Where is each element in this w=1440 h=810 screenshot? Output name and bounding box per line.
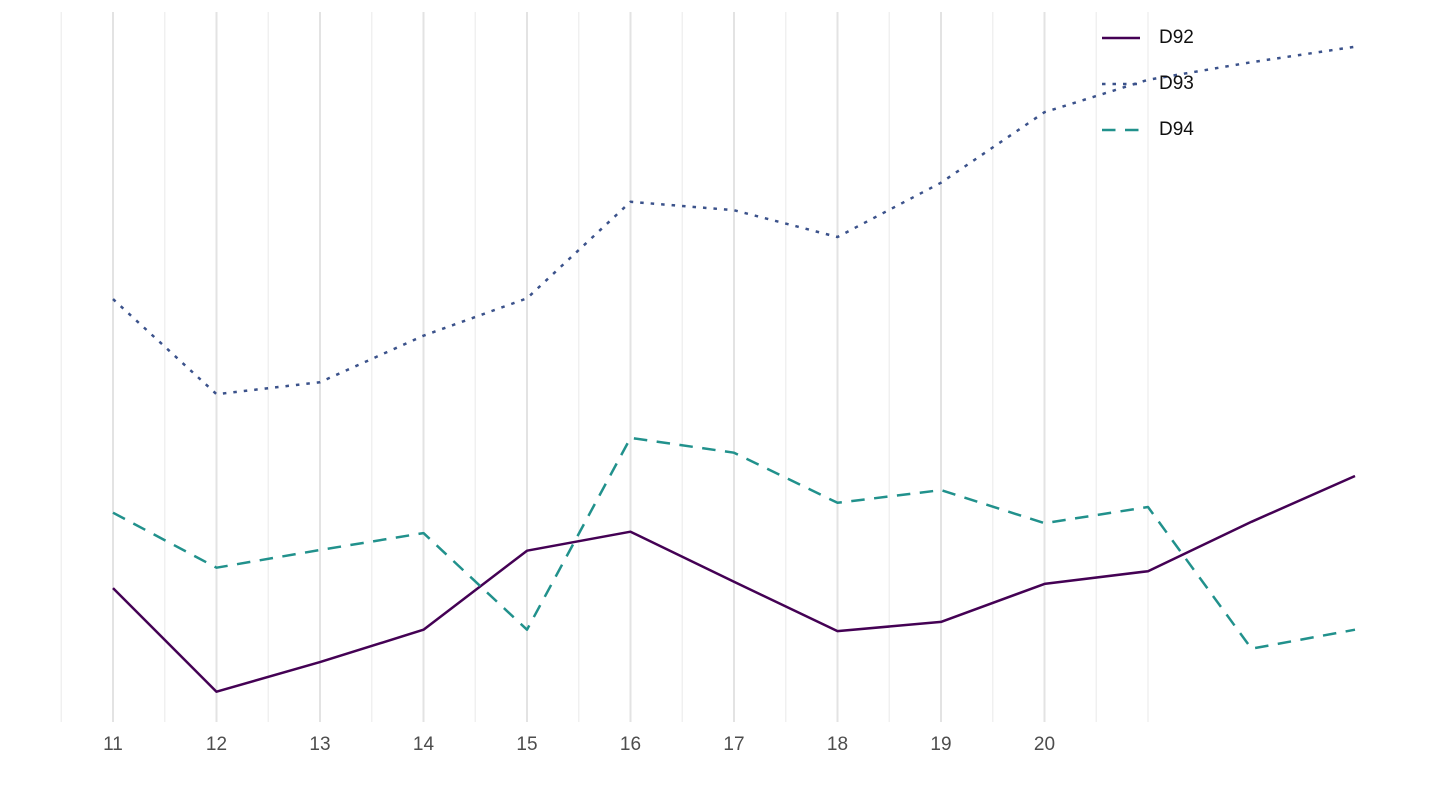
series-line-d92 <box>112 474 1356 693</box>
legend: D92 D93 D94 <box>1102 15 1194 153</box>
series-line-d93 <box>112 45 1356 396</box>
legend-item-d94: D94 <box>1102 107 1194 153</box>
legend-item-d92: D92 <box>1102 15 1194 61</box>
legend-item-d93: D93 <box>1102 61 1194 107</box>
legend-key-line-d94 <box>1102 128 1140 132</box>
series-line-d94 <box>112 436 1356 650</box>
legend-key-line-d92 <box>1102 36 1140 40</box>
series-lines <box>112 45 1356 693</box>
legend-label-d93: D93 <box>1159 73 1194 94</box>
legend-key-line-d93 <box>1102 82 1140 86</box>
gridlines <box>60 12 1149 722</box>
legend-label-d94: D94 <box>1159 119 1194 140</box>
legend-label-d92: D92 <box>1159 27 1194 48</box>
